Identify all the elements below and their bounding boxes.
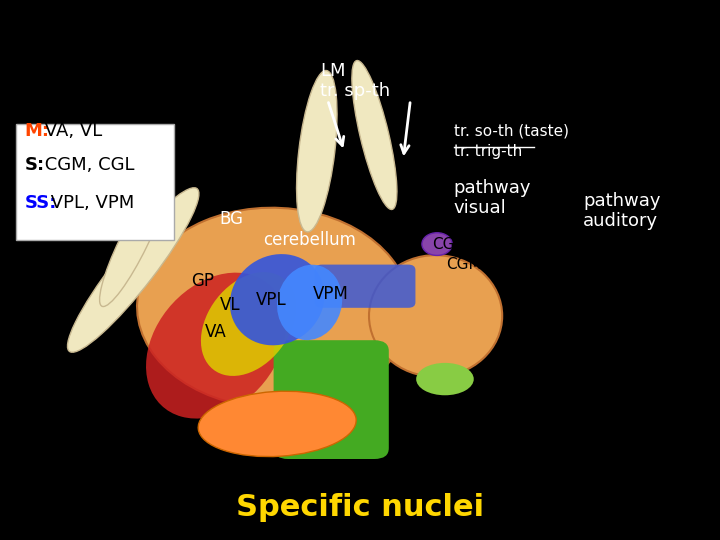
Text: pathway: pathway (583, 192, 661, 211)
Ellipse shape (297, 71, 337, 232)
Text: visual: visual (454, 199, 506, 217)
Ellipse shape (137, 208, 410, 408)
Text: CGM, CGL: CGM, CGL (39, 156, 135, 174)
Text: VA, VL: VA, VL (39, 122, 102, 140)
Ellipse shape (230, 254, 325, 345)
Ellipse shape (99, 179, 167, 307)
Ellipse shape (277, 265, 342, 340)
Text: M:: M: (24, 122, 50, 140)
Text: tr. trig-th: tr. trig-th (454, 144, 522, 159)
FancyBboxPatch shape (315, 265, 415, 308)
Text: VL: VL (220, 296, 240, 314)
Text: tr. sp-th: tr. sp-th (320, 82, 390, 100)
Ellipse shape (369, 255, 502, 377)
Text: S:: S: (24, 156, 45, 174)
Ellipse shape (422, 233, 452, 255)
Text: tr. so-th (taste): tr. so-th (taste) (454, 124, 569, 139)
Ellipse shape (352, 60, 397, 210)
Text: GP: GP (191, 272, 214, 290)
Text: SS:: SS: (24, 193, 57, 212)
Text: VPL: VPL (256, 291, 287, 309)
Text: Specific nuclei: Specific nuclei (236, 493, 484, 522)
Text: BG: BG (220, 210, 243, 228)
FancyBboxPatch shape (274, 340, 389, 459)
Text: LM: LM (320, 62, 346, 80)
Ellipse shape (201, 272, 296, 376)
Text: CGL: CGL (432, 237, 463, 252)
Bar (16, 124, 174, 240)
Text: VA: VA (205, 323, 227, 341)
Ellipse shape (198, 391, 356, 457)
Ellipse shape (146, 273, 286, 418)
Text: VPM: VPM (313, 285, 349, 303)
Text: CGM: CGM (446, 257, 482, 272)
Text: cerebellum: cerebellum (263, 231, 356, 249)
Text: pathway: pathway (454, 179, 531, 197)
Text: auditory: auditory (583, 212, 658, 231)
Ellipse shape (68, 188, 199, 352)
Text: VPL, VPM: VPL, VPM (45, 193, 134, 212)
Ellipse shape (416, 363, 474, 395)
